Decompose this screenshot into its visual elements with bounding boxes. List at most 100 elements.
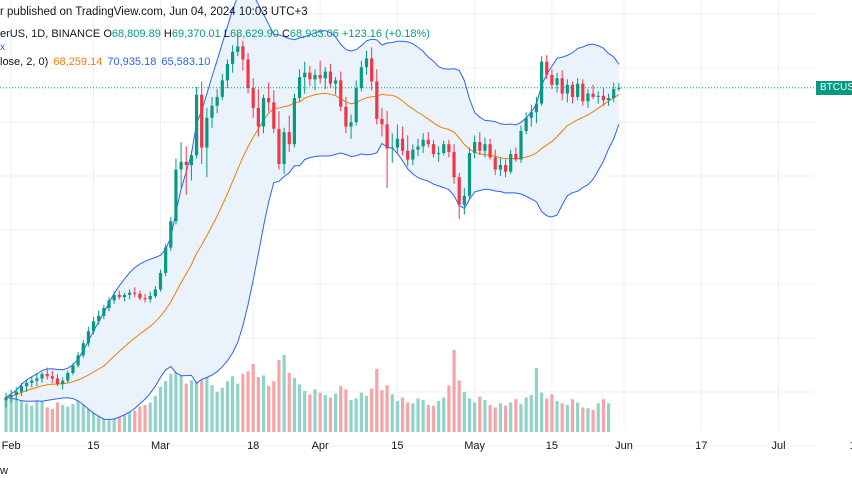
close-value: 68,933.06 xyxy=(289,28,339,40)
volume-bar xyxy=(478,396,482,432)
candle xyxy=(277,111,281,170)
volume-bar xyxy=(86,399,90,432)
candle xyxy=(462,188,466,215)
candle xyxy=(81,340,85,358)
candle xyxy=(128,289,132,300)
high-value: 69,370.01 xyxy=(171,28,221,40)
candle-body xyxy=(442,144,446,153)
candle xyxy=(122,292,127,302)
indicator-legend[interactable]: lose, 2, 0) 68,259.14 70,935.18 65,583.1… xyxy=(0,56,210,68)
symbol-label[interactable]: erUS, 1D, BINANCE xyxy=(0,28,101,40)
x-tick-label: 15 xyxy=(850,440,852,452)
x-axis: Feb 15 Mar 18 Apr 15 May 15 Jun 17 Jul 15 xyxy=(2,440,852,452)
candle-body xyxy=(406,150,410,160)
candle xyxy=(493,149,497,175)
x-tick-label: Jul xyxy=(771,440,785,452)
candle xyxy=(19,382,24,397)
candle xyxy=(50,370,54,383)
candle xyxy=(143,293,147,303)
volume-bar xyxy=(421,400,425,432)
x-tick-label: Apr xyxy=(312,440,329,452)
volume-bar xyxy=(308,394,312,432)
candle-body xyxy=(174,169,178,222)
candle xyxy=(406,135,410,167)
candle xyxy=(555,72,559,93)
volume-bar xyxy=(25,403,29,432)
candle-body xyxy=(457,177,461,205)
candle xyxy=(256,89,260,137)
candle-body xyxy=(303,72,307,78)
volume-bar xyxy=(14,392,18,432)
volume-bar xyxy=(220,387,224,432)
volume-bar xyxy=(406,402,410,432)
volume-bar xyxy=(200,361,204,432)
candle-body xyxy=(400,138,405,151)
candle-body xyxy=(14,391,18,395)
candle xyxy=(35,373,39,387)
candle-body xyxy=(431,144,436,155)
candle xyxy=(570,81,575,104)
candle xyxy=(565,79,569,103)
footer-caption: w xyxy=(0,465,8,477)
candle xyxy=(601,88,605,106)
volume-bar xyxy=(576,402,580,432)
candle-body xyxy=(267,98,271,103)
candle-body xyxy=(55,378,60,384)
candle xyxy=(133,287,137,298)
volume-bar xyxy=(189,380,193,432)
candle xyxy=(364,50,369,75)
candle-body xyxy=(153,289,157,296)
candle-body xyxy=(473,142,477,153)
volume-bar xyxy=(158,386,163,432)
candle-body xyxy=(251,88,255,108)
candle-body xyxy=(375,81,379,119)
candle-body xyxy=(339,80,343,107)
candle-body xyxy=(220,80,224,97)
candle-body xyxy=(107,300,111,309)
candle xyxy=(560,70,564,101)
x-tick-label: 15 xyxy=(546,440,558,452)
candle xyxy=(344,96,348,134)
volume-bar xyxy=(437,400,441,432)
published-caption: r published on TradingView.com, Jun 04, … xyxy=(0,6,308,18)
candle-body xyxy=(354,88,358,123)
volume-bar xyxy=(334,393,338,432)
basis-value: 68,259.14 xyxy=(53,56,103,68)
candle xyxy=(473,135,477,159)
volume-bar xyxy=(395,400,399,432)
candle xyxy=(25,379,29,392)
candle-body xyxy=(385,124,389,149)
volume-bar xyxy=(349,400,353,432)
candle xyxy=(66,370,70,383)
volume-bar xyxy=(483,400,487,432)
low-value: 68,629.90 xyxy=(229,28,279,40)
candle xyxy=(272,90,276,134)
volume-bar xyxy=(534,368,539,432)
volume-bar xyxy=(519,404,523,432)
volume-bar xyxy=(287,372,291,432)
volume-bar xyxy=(524,397,528,432)
candle xyxy=(71,363,75,376)
candle-body xyxy=(194,94,199,156)
change-value: +123.16 (+0.18%) xyxy=(341,28,430,40)
candle xyxy=(261,94,266,134)
candle-body xyxy=(35,378,39,381)
candle-body xyxy=(179,161,183,170)
candle-body xyxy=(71,365,75,373)
volume-bar xyxy=(282,354,286,432)
x-tick-label: May xyxy=(464,440,485,452)
volume-bar xyxy=(375,368,379,432)
volume-bar xyxy=(596,403,600,432)
candle-body xyxy=(292,98,296,145)
candle-body xyxy=(555,78,559,85)
candle-body xyxy=(596,95,600,97)
candle-body xyxy=(231,51,235,64)
candle xyxy=(246,52,250,94)
candle xyxy=(349,114,353,139)
candle xyxy=(117,290,121,300)
volume-bar xyxy=(565,404,569,432)
candle-body xyxy=(122,294,127,298)
candle-body xyxy=(241,46,245,60)
volume-bar xyxy=(272,381,276,432)
